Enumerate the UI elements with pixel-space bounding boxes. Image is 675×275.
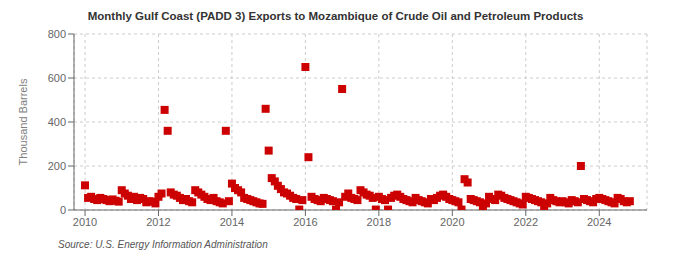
svg-text:2010: 2010 [73, 216, 97, 228]
svg-text:2022: 2022 [514, 216, 538, 228]
html-text:Monthly Gulf Coast (PADD 3) Ex: Monthly Gulf Coast (PADD 3) Exports to M… [87, 10, 584, 22]
svg-text:2012: 2012 [146, 216, 170, 228]
svg-text:2018: 2018 [367, 216, 391, 228]
svg-text:2016: 2016 [293, 216, 317, 228]
svg-text:2014: 2014 [220, 216, 244, 228]
svg-text:600: 600 [48, 72, 66, 84]
svg-text:2020: 2020 [440, 216, 464, 228]
svg-text:200: 200 [48, 160, 66, 172]
html-text:Source: U.S. Energy Informatio: Source: U.S. Energy Information Administ… [58, 239, 268, 250]
svg-text:Thousand Barrels: Thousand Barrels [17, 78, 29, 165]
svg-text:800: 800 [48, 28, 66, 40]
svg-text:0: 0 [60, 204, 66, 216]
svg-text:2024: 2024 [587, 216, 611, 228]
svg-text:400: 400 [48, 116, 66, 128]
